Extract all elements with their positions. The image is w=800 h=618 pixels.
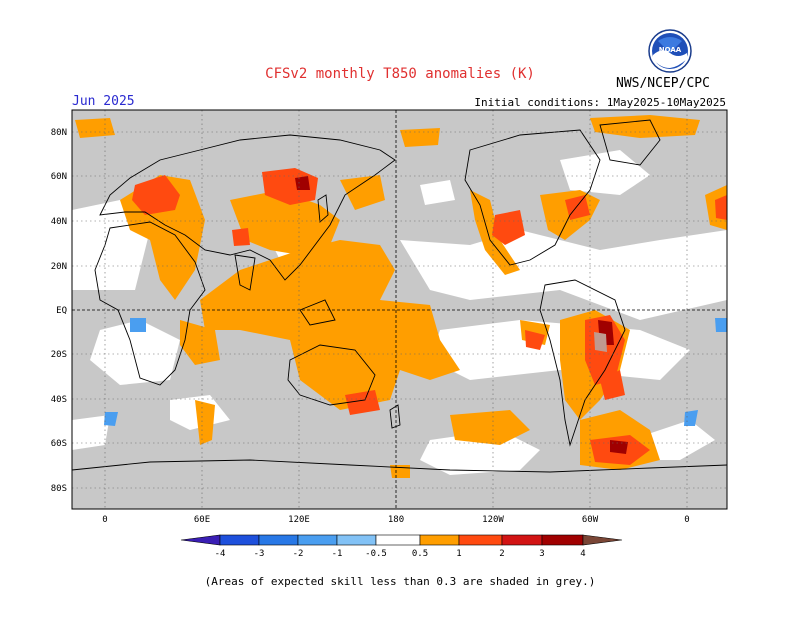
lat-labels: 80N 60N 40N 20N EQ 20S 40S 60S 80S bbox=[51, 128, 67, 494]
equator-dateline bbox=[72, 110, 727, 509]
lon-label: 0 bbox=[102, 515, 107, 525]
lat-label: 80N bbox=[51, 128, 67, 138]
lat-label: EQ bbox=[56, 306, 67, 316]
anomaly-rose bbox=[594, 332, 607, 352]
footnote: (Areas of expected skill less than 0.3 a… bbox=[204, 575, 596, 588]
lon-label: 120W bbox=[482, 515, 504, 525]
lon-label: 0 bbox=[684, 515, 689, 525]
lon-labels: 0 60E 120E 180 120W 60W 0 bbox=[102, 515, 689, 525]
logo-text: NOAA bbox=[659, 46, 682, 54]
lat-label: 20N bbox=[51, 262, 67, 272]
lat-label: 40S bbox=[51, 395, 67, 405]
lat-label: 60N bbox=[51, 172, 67, 182]
lon-label: 60W bbox=[582, 515, 599, 525]
lat-label: 40N bbox=[51, 217, 67, 227]
map-frame bbox=[71, 109, 728, 510]
chart-title: CFSv2 monthly T850 anomalies (K) bbox=[265, 66, 535, 82]
lon-label: 60E bbox=[194, 515, 210, 525]
forecast-month: Jun 2025 bbox=[72, 94, 135, 109]
lon-label: 180 bbox=[388, 515, 404, 525]
agency-label: NWS/NCEP/CPC bbox=[616, 76, 710, 91]
graticule bbox=[72, 110, 727, 509]
initial-conditions: Initial conditions: 1May2025-10May2025 bbox=[474, 96, 726, 109]
lon-label: 120E bbox=[288, 515, 310, 525]
lat-label: 80S bbox=[51, 484, 67, 494]
noaa-logo: NOAA bbox=[648, 29, 692, 73]
lat-label: 20S bbox=[51, 350, 67, 360]
anomaly-light-blue bbox=[104, 318, 727, 426]
lat-label: 60S bbox=[51, 439, 67, 449]
coastlines bbox=[72, 119, 727, 473]
